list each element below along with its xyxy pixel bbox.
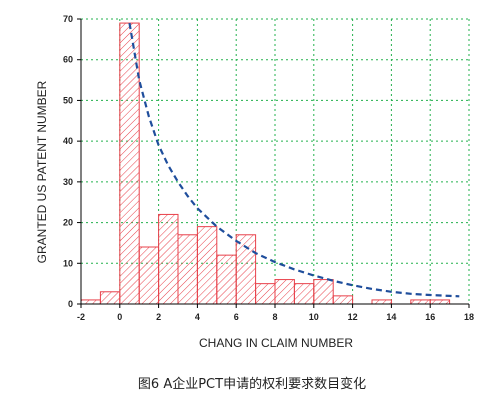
axes: [77, 18, 470, 308]
histogram-bar: [138, 246, 160, 305]
histogram-bar: [255, 283, 276, 305]
x-tick-label: 8: [272, 312, 277, 322]
histogram-bar: [429, 299, 451, 305]
histogram-bar: [274, 279, 295, 305]
x-tick-label: 14: [386, 312, 396, 322]
tick-labels: -2 0 2 4 6 8 10 12 14 16 18 0 10 20 30 40 50 60 70: [63, 14, 474, 322]
y-tick-label: 70: [63, 14, 73, 24]
y-tick-label: 50: [63, 95, 73, 105]
fit-curve-layer: [128, 22, 460, 298]
x-tick-label: 12: [348, 312, 358, 322]
x-tick-label: 0: [117, 312, 122, 322]
x-tick-label: 18: [464, 312, 474, 322]
figure-caption: 图6 A企业PCT申请的权利要求数目变化: [138, 376, 366, 392]
x-tick-label: 4: [195, 312, 200, 322]
x-tick-label: 6: [234, 312, 239, 322]
x-axis-title: CHANG IN CLAIM NUMBER: [199, 336, 353, 350]
histogram-bar: [371, 299, 392, 305]
y-tick-label: 40: [63, 136, 73, 146]
histogram-bar: [235, 234, 257, 305]
y-tick-label: 0: [68, 299, 73, 309]
y-tick-label: 30: [63, 177, 73, 187]
histogram-bar: [216, 254, 237, 305]
histogram-bar: [99, 291, 121, 305]
histogram-bar: [196, 226, 218, 305]
y-tick-label: 60: [63, 55, 73, 65]
histogram-bar: [410, 299, 431, 305]
histogram-bar: [332, 295, 354, 305]
y-axis-title: GRANTED US PATENT NUMBER: [35, 80, 49, 263]
y-tick-label: 20: [63, 218, 73, 228]
histogram-bar: [293, 283, 315, 305]
histogram-bars: [80, 22, 451, 305]
histogram-bar: [313, 279, 334, 305]
x-tick-label: 10: [309, 312, 319, 322]
fit-curve: [128, 22, 460, 298]
histogram-bar: [177, 234, 198, 305]
y-tick-label: 10: [63, 258, 73, 268]
x-tick-label: 16: [425, 312, 435, 322]
x-tick-label: -2: [77, 312, 85, 322]
x-tick-label: 2: [156, 312, 161, 322]
histogram-bar: [80, 299, 101, 305]
histogram-bar: [158, 213, 179, 305]
